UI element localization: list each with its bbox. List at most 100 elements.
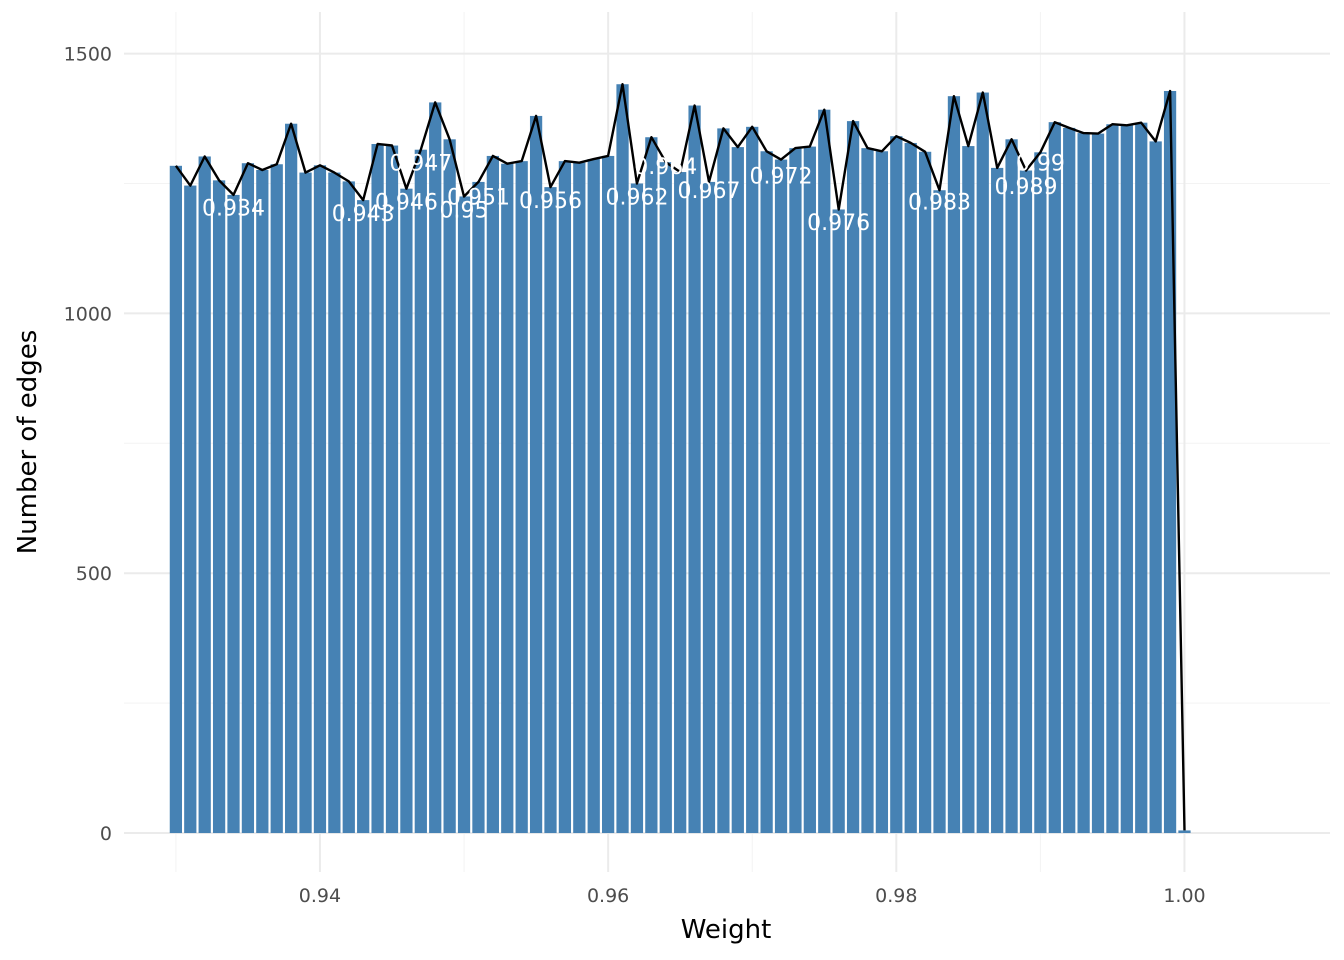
histogram-bar [904, 142, 917, 834]
histogram-bar [299, 172, 312, 834]
histogram-bar [558, 161, 572, 834]
x-tick-label: 1.00 [1163, 885, 1205, 907]
histogram-bars [169, 84, 1191, 834]
histogram-bar [1091, 133, 1105, 834]
histogram-bar [227, 194, 240, 834]
histogram-bar [313, 165, 327, 834]
y-tick-label: 500 [76, 563, 112, 585]
x-axis-ticks: 0.94 0.96 0.98 1.00 [299, 885, 1206, 907]
histogram-bar [674, 172, 687, 834]
histogram-bar [457, 196, 471, 834]
bar-value-label: 0.962 [605, 185, 668, 210]
histogram-bar [832, 209, 845, 834]
bar-value-label: 0.967 [677, 179, 740, 204]
x-tick-label: 0.94 [299, 885, 341, 907]
histogram-bar [472, 181, 485, 834]
bar-value-label: 0.983 [908, 190, 971, 215]
histogram-bar [529, 115, 543, 834]
bar-value-label: 0.964 [634, 155, 697, 180]
histogram-bar [702, 181, 716, 834]
histogram-bar [1163, 90, 1177, 834]
y-tick-label: 1500 [64, 44, 112, 66]
histogram-bar [645, 137, 658, 834]
histogram-bar [731, 147, 744, 834]
histogram-bar [544, 187, 557, 834]
y-tick-label: 1000 [64, 303, 112, 325]
bar-value-label: 0.956 [519, 189, 582, 214]
histogram-bar [976, 92, 989, 834]
histogram-bar [818, 109, 831, 834]
histogram-bar [962, 146, 975, 834]
bar-value-label: 0.989 [994, 175, 1057, 200]
bar-value-label: 0.972 [750, 164, 813, 189]
histogram-bar [688, 105, 701, 834]
histogram-bar [774, 159, 788, 834]
histogram-bar [760, 151, 773, 834]
histogram-bar [198, 156, 211, 834]
bar-value-label: 0.934 [202, 197, 265, 222]
histogram-bar [1106, 124, 1119, 834]
bar-value-label: 0.951 [447, 185, 510, 210]
histogram-bar [616, 84, 629, 834]
histogram-bar [328, 172, 341, 834]
histogram-bar [602, 155, 615, 834]
histogram-bar [1149, 141, 1162, 834]
histogram-bar [1048, 122, 1061, 834]
histogram-bar [1005, 139, 1018, 834]
histogram-bar [169, 165, 182, 834]
histogram-bar [659, 162, 672, 834]
histogram-bar [501, 163, 514, 834]
bar-value-label: 0.95 [440, 198, 489, 223]
histogram-bar [861, 148, 874, 834]
histogram-bar [587, 159, 600, 834]
frequency-line [174, 82, 1186, 831]
y-axis-title: Number of edges [13, 330, 43, 555]
histogram-bar [256, 169, 269, 834]
histogram-bar [1077, 133, 1090, 834]
histogram-bar [371, 143, 384, 834]
histogram-bar [803, 146, 816, 834]
histogram-bar [357, 200, 370, 834]
bar-value-label: 0.99 [1016, 151, 1065, 176]
histogram-bar [875, 151, 889, 834]
x-axis-title: Weight [681, 915, 772, 945]
histogram-bar [991, 167, 1004, 834]
histogram-bar [1178, 830, 1191, 834]
histogram-bar [846, 121, 860, 834]
frequency-polyline [174, 82, 1186, 831]
histogram-bar [789, 148, 802, 834]
histogram-bar [414, 149, 427, 834]
histogram-bar [890, 136, 903, 834]
bar-value-label: 0.947 [389, 151, 452, 176]
histogram-bar [1063, 127, 1076, 834]
histogram-bar [1034, 152, 1047, 834]
histogram-bar [918, 151, 932, 834]
histogram-bar [385, 145, 399, 834]
histogram-bar [1135, 122, 1148, 834]
histogram-bar [746, 126, 759, 834]
histogram-bar [400, 188, 413, 834]
histogram-bar [486, 155, 499, 834]
histogram-bar [717, 128, 730, 834]
y-axis-ticks: 0 500 1000 1500 [64, 44, 112, 845]
histogram-bar [573, 162, 586, 834]
x-tick-label: 0.98 [875, 885, 917, 907]
bar-value-label: 0.946 [375, 190, 438, 215]
histogram-bar [1019, 170, 1033, 834]
histogram-bar [947, 96, 961, 834]
histogram-bar [241, 163, 255, 834]
histogram-bar [630, 183, 644, 834]
bar-value-label: 0.976 [807, 211, 870, 236]
histogram-bar [270, 164, 283, 834]
histogram-bar [212, 180, 226, 834]
y-tick-label: 0 [100, 823, 112, 845]
histogram-bar [515, 161, 528, 834]
histogram-bar [285, 123, 298, 834]
histogram-bar [184, 185, 197, 834]
histogram-bar [342, 181, 355, 834]
histogram-bar [429, 102, 442, 834]
histogram-bar [933, 190, 946, 834]
bar-value-label: 0.943 [332, 202, 395, 227]
histogram-bar [1120, 125, 1133, 834]
